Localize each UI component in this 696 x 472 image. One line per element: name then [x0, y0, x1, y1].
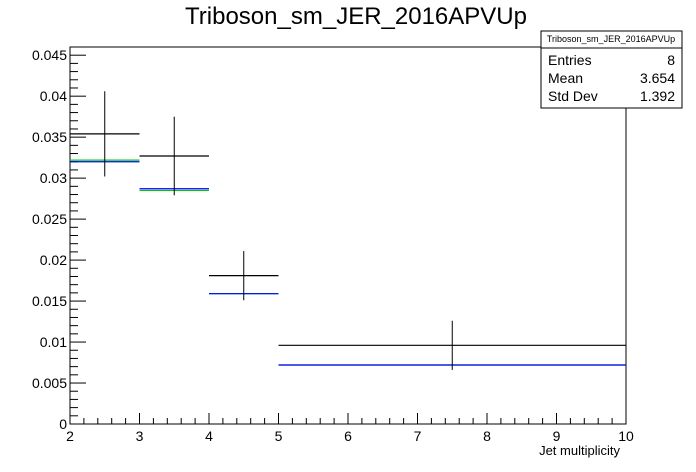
y-tick-label: 0.015 [32, 293, 67, 309]
x-tick-label: 5 [275, 428, 283, 444]
stats-box-title: Triboson_sm_JER_2016APVUp [547, 34, 675, 44]
y-tick-label: 0.04 [40, 88, 67, 104]
stats-mean-value: 3.654 [640, 70, 675, 86]
stats-entries-label: Entries [548, 52, 592, 68]
x-tick-label: 3 [136, 428, 144, 444]
y-axis: 0 0.005 0.01 0.015 0.02 0.025 0.03 0.035 0.04 0.0… [32, 47, 86, 432]
y-tick-label: 0.005 [32, 375, 67, 391]
x-tick-label: 7 [414, 428, 422, 444]
y-tick-label: 0.045 [32, 47, 67, 63]
stats-entries-value: 8 [667, 52, 675, 68]
y-tick-label: 0.02 [40, 252, 67, 268]
stats-mean-label: Mean [548, 70, 583, 86]
stats-stddev-value: 1.392 [640, 88, 675, 104]
y-tick-label: 0.03 [40, 170, 67, 186]
x-tick-label: 9 [553, 428, 561, 444]
y-tick-label: 0.025 [32, 211, 67, 227]
series-layer [70, 91, 626, 370]
chart-title: Triboson_sm_JER_2016APVUp [185, 3, 527, 30]
stats-box-frame [540, 30, 683, 109]
y-tick-label: 0 [59, 416, 67, 432]
x-tick-label: 2 [66, 428, 74, 444]
y-tick-label: 0.035 [32, 129, 67, 145]
x-tick-label: 6 [344, 428, 352, 444]
x-axis: 2 3 4 5 6 7 8 9 10 [66, 413, 634, 444]
stats-stddev-label: Std Dev [548, 88, 598, 104]
x-axis-title: Jet multiplicity [539, 443, 620, 458]
stats-box: Triboson_sm_JER_2016APVUp Entries 8 Mean… [540, 30, 683, 109]
x-tick-label: 10 [618, 428, 634, 444]
x-tick-label: 4 [205, 428, 213, 444]
x-tick-label: 8 [483, 428, 491, 444]
y-tick-label: 0.01 [40, 334, 67, 350]
